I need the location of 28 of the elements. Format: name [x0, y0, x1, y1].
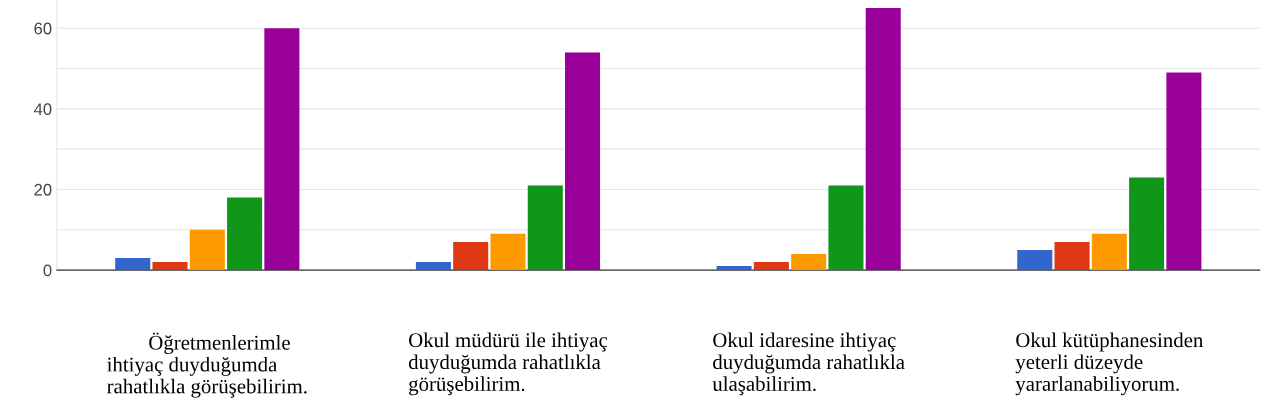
y-tick-label: 40: [33, 103, 52, 116]
bar: [828, 185, 864, 271]
x-tick-label: Öğretmenlerimle ihtiyaç duyduğumda rahatlıkla görüşebilirim.: [107, 332, 307, 398]
bar: [490, 233, 526, 271]
bar: [753, 262, 789, 271]
x-tick-label: Okul idaresine ihtiyaç duyduğumda rahatlıkla ulaşabilirim.: [712, 332, 905, 396]
y-tick-label: 20: [34, 183, 52, 196]
y-tick-label: 0: [43, 264, 52, 277]
x-tick-label: Okul kütüphanesinden yeterli düzeyde yararlanabiliyorum.: [1015, 332, 1204, 396]
bar: [1054, 241, 1090, 271]
bar: [264, 28, 300, 271]
bar: [791, 253, 827, 271]
bar: [865, 8, 901, 271]
bar: [527, 185, 563, 271]
bar: [1091, 233, 1127, 271]
bar: [453, 241, 489, 271]
bar: [115, 258, 151, 271]
bar: [152, 262, 188, 271]
bar: [227, 197, 263, 271]
bar: [189, 229, 225, 271]
bar: [716, 266, 752, 271]
y-tick-label: 60: [34, 22, 52, 35]
bar: [1017, 249, 1053, 271]
bar: [415, 262, 451, 271]
bar: [1129, 177, 1165, 271]
bar: [1166, 72, 1202, 271]
bar: [565, 52, 601, 271]
x-tick-label: Okul müdürü ile ihtiyaç duyduğumda rahatlıkla görüşebilirim.: [408, 332, 608, 396]
